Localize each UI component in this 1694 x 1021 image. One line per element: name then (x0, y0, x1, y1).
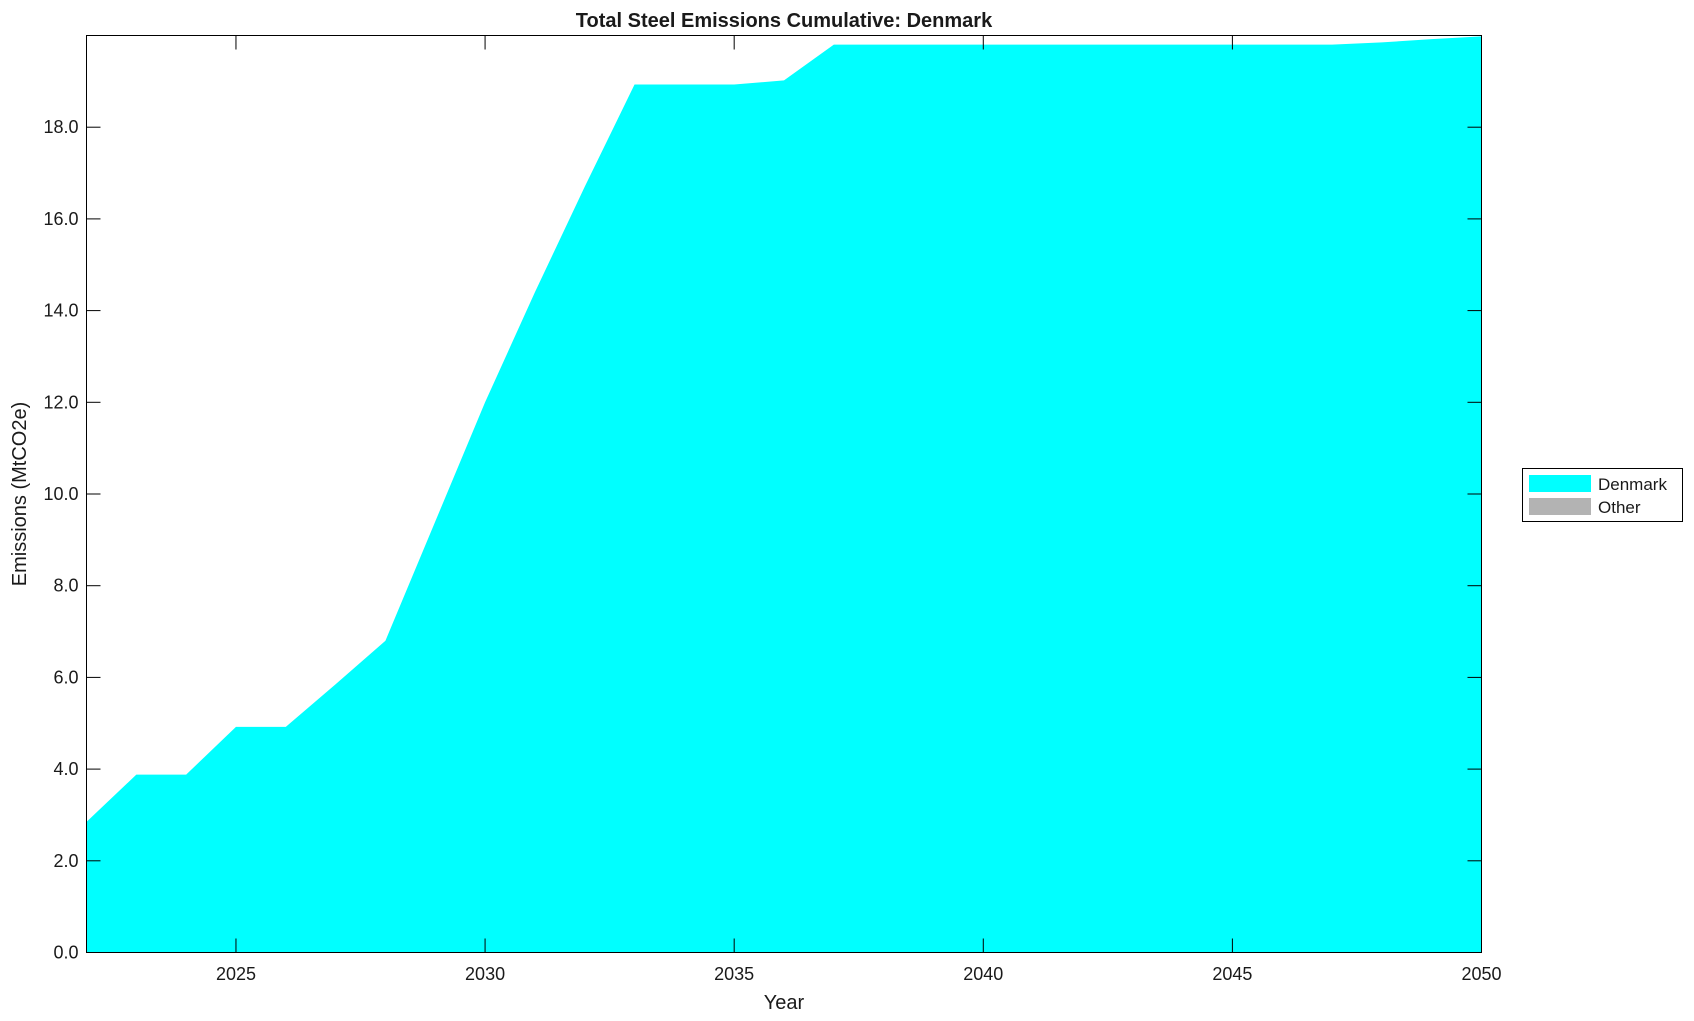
x-axis-label: Year (764, 992, 805, 1014)
y-tick-label: 18.0 (43, 117, 78, 137)
x-tick-label: 2035 (714, 964, 754, 984)
legend-swatch-other (1529, 498, 1591, 515)
y-tick-label: 4.0 (53, 759, 78, 779)
y-tick-label: 0.0 (53, 943, 78, 963)
x-tick-label: 2025 (216, 964, 256, 984)
area-layer (86, 36, 1482, 953)
y-tick-label: 8.0 (53, 576, 78, 596)
y-tick-label: 6.0 (53, 667, 78, 687)
y-axis-label: Emissions (MtCO2e) (9, 402, 31, 586)
y-tick-label: 16.0 (43, 209, 78, 229)
x-tick-label: 2040 (963, 964, 1003, 984)
legend-swatch-denmark (1529, 475, 1591, 492)
x-tick-label: 2050 (1461, 964, 1501, 984)
y-tick-label: 14.0 (43, 301, 78, 321)
ticks-layer: 2025 2030 2035 2040 2045 2050 0.0 2.0 4.0 6.0 8.0 1… (43, 35, 1502, 984)
legend: Denmark Other (1522, 468, 1683, 522)
x-tick-label: 2030 (465, 964, 505, 984)
y-tick-label: 2.0 (53, 851, 78, 871)
chart-title: Total Steel Emissions Cumulative: Denmar… (576, 10, 993, 32)
x-tick-label: 2045 (1212, 964, 1252, 984)
area-denmark (86, 36, 1482, 953)
legend-label-other: Other (1598, 498, 1641, 517)
y-tick-label: 10.0 (43, 484, 78, 504)
legend-label-denmark: Denmark (1598, 475, 1667, 494)
y-tick-label: 12.0 (43, 392, 78, 412)
